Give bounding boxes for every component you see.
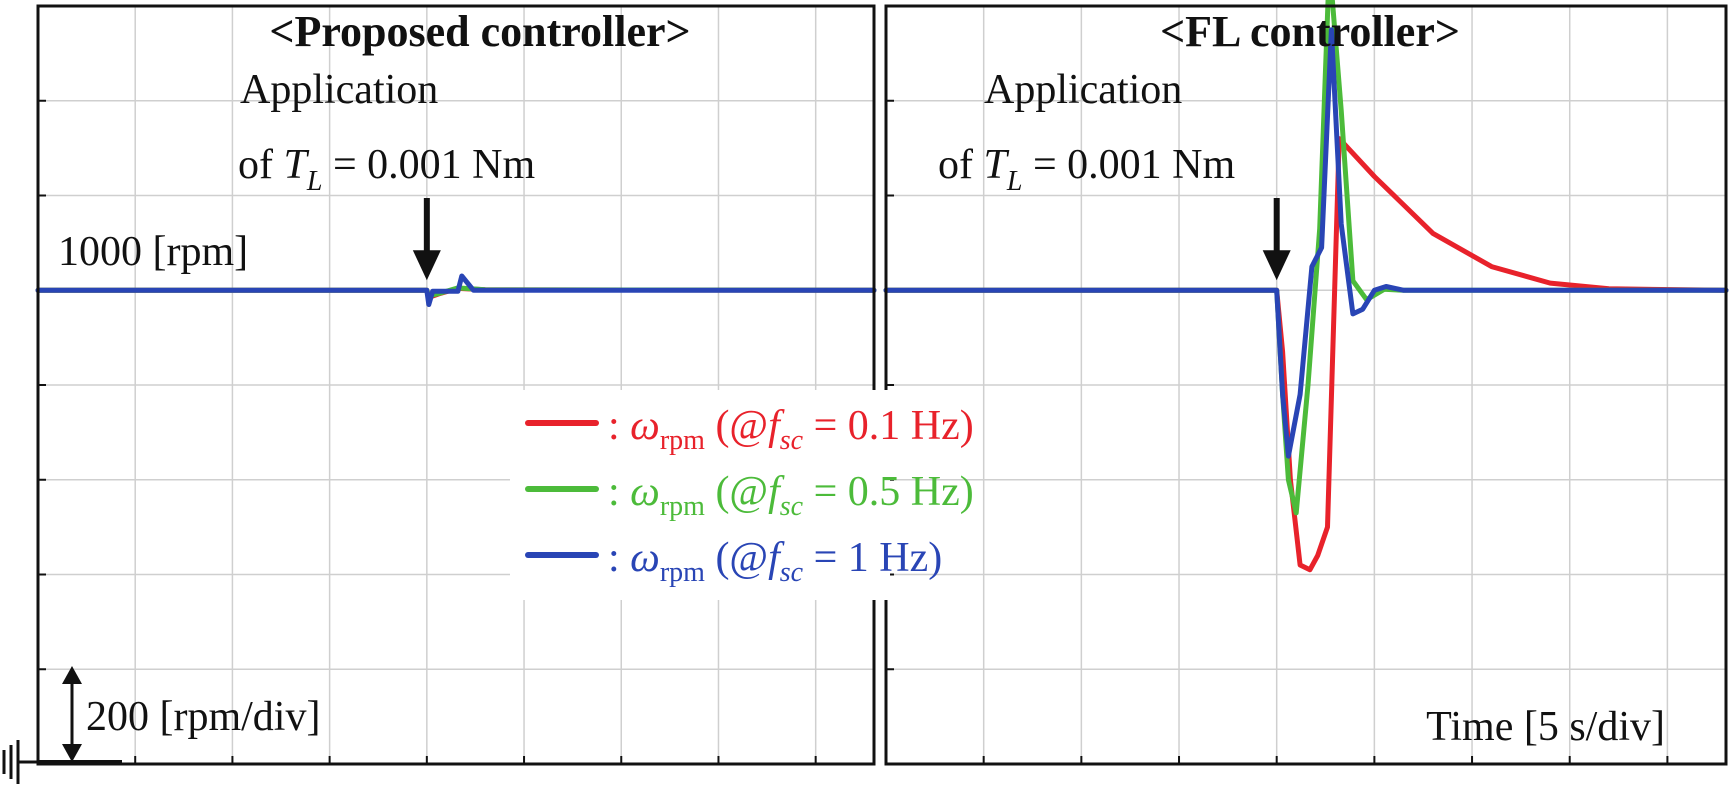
annotation-line2-fl: of TL = 0.001 Nm [938, 142, 1235, 197]
annotation-subscript: L [1006, 166, 1023, 197]
series-line-3 [883, 27, 1729, 459]
load-arrow-proposed [412, 198, 441, 281]
legend-entry-3: : ωrpm (@fsc = 1 Hz) [608, 535, 942, 588]
time-scale-label: Time [5 s/div] [1426, 704, 1665, 750]
arrow-head [1262, 250, 1291, 281]
series-line-3 [35, 273, 877, 307]
frame-proposed [36, 4, 876, 766]
annotation-line1-fl: Application [984, 67, 1182, 113]
arrow-head [412, 250, 441, 281]
load-arrow-fl [1262, 198, 1291, 281]
frame-fl [884, 4, 1728, 766]
reference-label: 1000 [rpm] [58, 229, 248, 275]
legend-entry-2: : ωrpm (@fsc = 0.5 Hz) [608, 469, 974, 522]
panel-title-proposed: <Proposed controller> [269, 7, 690, 56]
panel-fl-controller: <FL controller> Application of TL = 0.00… [883, 0, 1729, 766]
grid-proposed [38, 6, 874, 764]
scale-marker [38, 666, 122, 764]
annotation-prefix: of [238, 142, 284, 188]
legend-entry-1: : ωrpm (@fsc = 0.1 Hz) [608, 403, 974, 456]
annotation-subscript: L [306, 166, 323, 197]
panel-title-fl: <FL controller> [1160, 7, 1460, 56]
annotation-line2-proposed: of TL = 0.001 Nm [238, 142, 535, 197]
scale-label: 200 [rpm/div] [86, 694, 320, 740]
annotation-suffix: = 0.001 Nm [1022, 142, 1235, 188]
series-line-1 [883, 136, 1729, 573]
panel-proposed-controller: <Proposed controller> Application of TL … [2, 4, 877, 784]
annotation-symbol: T [984, 142, 1010, 188]
series-group-fl [883, 0, 1729, 573]
ground-icon [2, 740, 38, 784]
legend: : ωrpm (@fsc = 0.1 Hz) : ωrpm (@fsc = 0.5… [510, 390, 974, 600]
series-group-proposed [35, 273, 877, 307]
annotation-prefix: of [938, 142, 984, 188]
annotation-line1-proposed: Application [240, 67, 438, 113]
annotation-suffix: = 0.001 Nm [322, 142, 535, 188]
annotation-symbol: T [284, 142, 310, 188]
